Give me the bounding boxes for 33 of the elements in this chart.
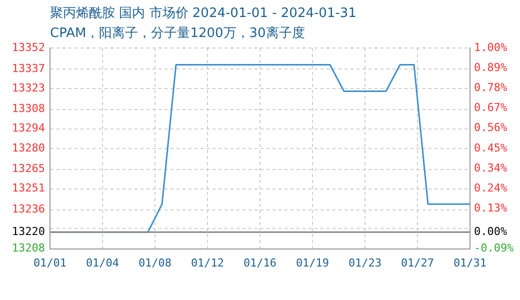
x-tick-label: 01/31 bbox=[453, 256, 487, 270]
y2-tick-label: 0.45% bbox=[474, 141, 508, 154]
y2-tick-label: 0.24% bbox=[474, 181, 508, 194]
y-tick-label: 13294 bbox=[12, 122, 46, 135]
x-tick-label: 01/12 bbox=[190, 256, 224, 270]
x-tick-label: 01/19 bbox=[296, 256, 330, 270]
y-tick-label: 13280 bbox=[12, 141, 45, 154]
y-tick-label: 13337 bbox=[12, 62, 45, 75]
y-tick-label: 13208 bbox=[12, 242, 45, 255]
ref-line-label: 13220 bbox=[12, 224, 45, 238]
y-tick-label: 13265 bbox=[12, 162, 45, 176]
chart-subtitle: CPAM，阳离子，分子量1200万，30离子度 bbox=[50, 25, 305, 42]
y2-tick-label: 0.00% bbox=[474, 224, 508, 238]
x-tick-label: 01/01 bbox=[33, 256, 67, 270]
y-tick-label: 13236 bbox=[12, 202, 45, 216]
y2-tick-label: 0.78% bbox=[474, 81, 508, 94]
y2-tick-label: 0.13% bbox=[474, 201, 508, 214]
y2-tick-label: 0.89% bbox=[474, 60, 508, 74]
y-tick-label: 13323 bbox=[12, 81, 45, 94]
y-tick-label: 13308 bbox=[12, 102, 45, 116]
x-tick-label: 01/16 bbox=[243, 256, 277, 270]
y2-tick-label: 0.34% bbox=[474, 161, 508, 174]
y2-tick-label: 0.56% bbox=[474, 121, 508, 134]
x-tick-label: 01/04 bbox=[86, 256, 120, 270]
chart-title: 聚丙烯酰胺 国内 市场价 2024-01-01 - 2024-01-31 bbox=[50, 5, 356, 22]
x-tick-label: 01/08 bbox=[138, 256, 172, 270]
y-tick-label: 13251 bbox=[12, 182, 45, 195]
y2-tick-label: -0.09% bbox=[474, 242, 514, 255]
x-tick-label: 01/27 bbox=[400, 256, 434, 270]
y2-tick-label: 1.00% bbox=[474, 40, 508, 54]
y-tick-label: 13352 bbox=[12, 40, 45, 54]
y2-tick-label: 0.67% bbox=[474, 101, 508, 114]
x-tick-label: 01/23 bbox=[348, 256, 382, 270]
